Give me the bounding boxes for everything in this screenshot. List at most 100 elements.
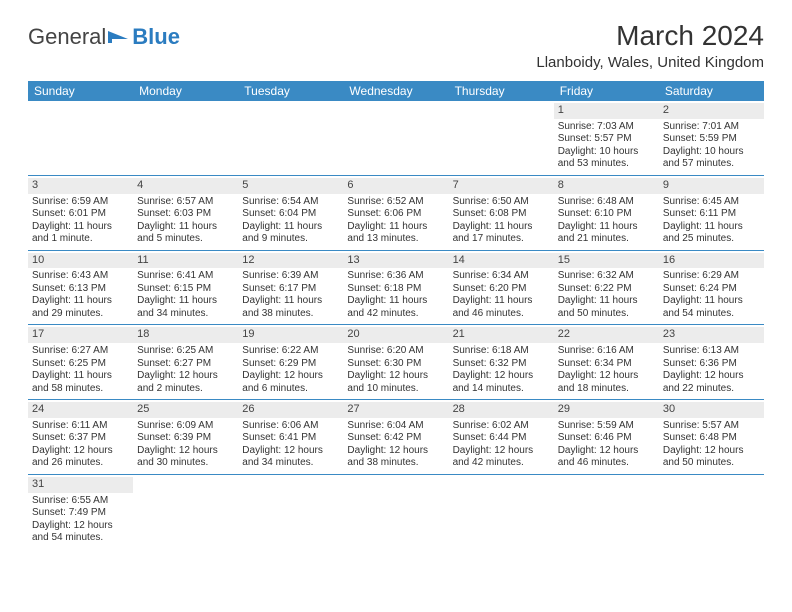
day-cell <box>554 475 659 549</box>
dow-cell: Thursday <box>449 81 554 101</box>
logo-flag-icon <box>108 29 130 45</box>
day-daylight: Daylight: 12 hours and 54 minutes. <box>32 520 129 545</box>
day-sunset: Sunset: 6:25 PM <box>32 358 129 371</box>
day-sunrise: Sunrise: 6:13 AM <box>663 345 760 358</box>
day-number: 15 <box>554 253 659 269</box>
day-number: 31 <box>28 477 133 493</box>
day-daylight: Daylight: 11 hours and 58 minutes. <box>32 370 129 395</box>
day-number: 5 <box>238 178 343 194</box>
day-sunset: Sunset: 5:59 PM <box>663 133 760 146</box>
day-number: 22 <box>554 327 659 343</box>
day-sunset: Sunset: 5:57 PM <box>558 133 655 146</box>
day-number: 18 <box>133 327 238 343</box>
day-cell <box>238 475 343 549</box>
day-number: 3 <box>28 178 133 194</box>
day-cell: 19Sunrise: 6:22 AMSunset: 6:29 PMDayligh… <box>238 325 343 399</box>
day-number: 1 <box>554 103 659 119</box>
day-daylight: Daylight: 11 hours and 29 minutes. <box>32 295 129 320</box>
day-sunrise: Sunrise: 6:50 AM <box>453 196 550 209</box>
day-cell: 22Sunrise: 6:16 AMSunset: 6:34 PMDayligh… <box>554 325 659 399</box>
day-cell: 23Sunrise: 6:13 AMSunset: 6:36 PMDayligh… <box>659 325 764 399</box>
day-cell <box>449 475 554 549</box>
day-number: 8 <box>554 178 659 194</box>
month-title: March 2024 <box>536 20 764 52</box>
day-sunset: Sunset: 6:08 PM <box>453 208 550 221</box>
day-number: 23 <box>659 327 764 343</box>
day-sunrise: Sunrise: 6:43 AM <box>32 270 129 283</box>
day-daylight: Daylight: 11 hours and 25 minutes. <box>663 221 760 246</box>
day-number: 4 <box>133 178 238 194</box>
day-daylight: Daylight: 12 hours and 18 minutes. <box>558 370 655 395</box>
day-cell: 24Sunrise: 6:11 AMSunset: 6:37 PMDayligh… <box>28 400 133 474</box>
day-number: 17 <box>28 327 133 343</box>
header: GeneralBlue March 2024 Llanboidy, Wales,… <box>28 20 764 71</box>
day-sunrise: Sunrise: 7:03 AM <box>558 121 655 134</box>
day-sunrise: Sunrise: 6:41 AM <box>137 270 234 283</box>
dow-row: SundayMondayTuesdayWednesdayThursdayFrid… <box>28 81 764 101</box>
day-cell: 18Sunrise: 6:25 AMSunset: 6:27 PMDayligh… <box>133 325 238 399</box>
day-daylight: Daylight: 11 hours and 17 minutes. <box>453 221 550 246</box>
day-cell: 27Sunrise: 6:04 AMSunset: 6:42 PMDayligh… <box>343 400 448 474</box>
day-sunset: Sunset: 6:06 PM <box>347 208 444 221</box>
day-daylight: Daylight: 11 hours and 38 minutes. <box>242 295 339 320</box>
day-daylight: Daylight: 12 hours and 42 minutes. <box>453 445 550 470</box>
day-sunrise: Sunrise: 7:01 AM <box>663 121 760 134</box>
day-sunset: Sunset: 6:15 PM <box>137 283 234 296</box>
day-cell: 16Sunrise: 6:29 AMSunset: 6:24 PMDayligh… <box>659 251 764 325</box>
week-row: 17Sunrise: 6:27 AMSunset: 6:25 PMDayligh… <box>28 325 764 400</box>
day-cell: 31Sunrise: 6:55 AMSunset: 7:49 PMDayligh… <box>28 475 133 549</box>
day-daylight: Daylight: 11 hours and 5 minutes. <box>137 221 234 246</box>
day-cell: 28 Sunrise: 6:02 AMSunset: 6:44 PMDayligh… <box>449 400 554 474</box>
day-number: 28 <box>449 402 554 418</box>
week-row: 31Sunrise: 6:55 AMSunset: 7:49 PMDayligh… <box>28 475 764 549</box>
day-sunrise: Sunrise: 6:11 AM <box>32 420 129 433</box>
day-cell <box>449 101 554 175</box>
day-sunrise: Sunrise: 6:59 AM <box>32 196 129 209</box>
dow-cell: Tuesday <box>238 81 343 101</box>
dow-cell: Saturday <box>659 81 764 101</box>
logo-text-2: Blue <box>132 24 180 50</box>
day-daylight: Daylight: 11 hours and 46 minutes. <box>453 295 550 320</box>
day-sunrise: Sunrise: 6:16 AM <box>558 345 655 358</box>
day-daylight: Daylight: 10 hours and 57 minutes. <box>663 146 760 171</box>
day-number: 19 <box>238 327 343 343</box>
day-cell <box>659 475 764 549</box>
week-row: 10Sunrise: 6:43 AMSunset: 6:13 PMDayligh… <box>28 251 764 326</box>
day-number: 11 <box>133 253 238 269</box>
day-number: 13 <box>343 253 448 269</box>
day-sunrise: Sunrise: 6:48 AM <box>558 196 655 209</box>
day-sunset: Sunset: 6:36 PM <box>663 358 760 371</box>
day-daylight: Daylight: 12 hours and 6 minutes. <box>242 370 339 395</box>
day-sunset: Sunset: 6:42 PM <box>347 432 444 445</box>
day-cell: 21Sunrise: 6:18 AMSunset: 6:32 PMDayligh… <box>449 325 554 399</box>
day-number: 26 <box>238 402 343 418</box>
day-number: 9 <box>659 178 764 194</box>
day-sunset: Sunset: 6:17 PM <box>242 283 339 296</box>
weeks-container: 1 Sunrise: 7:03 AMSunset: 5:57 PM Daylight… <box>28 101 764 549</box>
day-sunset: Sunset: 6:44 PM <box>453 432 550 445</box>
day-sunrise: Sunrise: 6:20 AM <box>347 345 444 358</box>
day-daylight: Daylight: 11 hours and 50 minutes. <box>558 295 655 320</box>
day-sunrise: Sunrise: 6:54 AM <box>242 196 339 209</box>
day-cell: 9Sunrise: 6:45 AMSunset: 6:11 PMDaylight… <box>659 176 764 250</box>
day-sunrise: Sunrise: 6:25 AM <box>137 345 234 358</box>
day-sunset: Sunset: 6:20 PM <box>453 283 550 296</box>
day-sunrise: Sunrise: 6:04 AM <box>347 420 444 433</box>
day-cell <box>238 101 343 175</box>
week-row: 24Sunrise: 6:11 AMSunset: 6:37 PMDayligh… <box>28 400 764 475</box>
day-sunrise: Sunrise: 6:02 AM <box>453 420 550 433</box>
day-sunset: Sunset: 6:22 PM <box>558 283 655 296</box>
day-cell: 15Sunrise: 6:32 AMSunset: 6:22 PMDayligh… <box>554 251 659 325</box>
day-daylight: Daylight: 12 hours and 26 minutes. <box>32 445 129 470</box>
day-sunrise: Sunrise: 5:57 AM <box>663 420 760 433</box>
day-daylight: Daylight: 11 hours and 54 minutes. <box>663 295 760 320</box>
day-sunset: Sunset: 6:27 PM <box>137 358 234 371</box>
day-sunset: Sunset: 6:11 PM <box>663 208 760 221</box>
day-cell: 26Sunrise: 6:06 AMSunset: 6:41 PMDayligh… <box>238 400 343 474</box>
day-sunset: Sunset: 6:39 PM <box>137 432 234 445</box>
day-sunrise: Sunrise: 6:32 AM <box>558 270 655 283</box>
day-sunrise: Sunrise: 6:27 AM <box>32 345 129 358</box>
day-daylight: Daylight: 12 hours and 50 minutes. <box>663 445 760 470</box>
week-row: 1 Sunrise: 7:03 AMSunset: 5:57 PM Daylight… <box>28 101 764 176</box>
day-number: 29 <box>554 402 659 418</box>
